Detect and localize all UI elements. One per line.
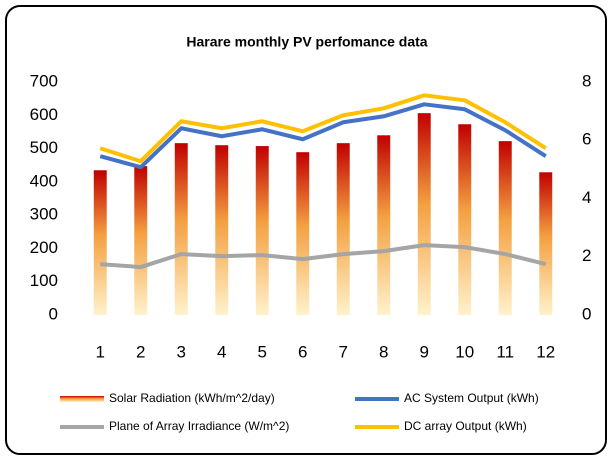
x-tick-label: 7 [339, 342, 348, 361]
y-tick-label: 700 [30, 71, 58, 90]
y-tick-label: 500 [30, 138, 58, 157]
x-tick-label: 6 [298, 342, 307, 361]
bar [134, 166, 148, 315]
bar [377, 135, 391, 315]
y-tick-label: 400 [30, 171, 58, 190]
bar [255, 146, 269, 315]
y2-tick-label: 6 [582, 130, 591, 149]
x-tick-label: 2 [136, 342, 145, 361]
x-tick-label: 4 [217, 342, 226, 361]
chart-title: Harare monthly PV perfomance data [186, 34, 427, 50]
y-tick-label: 100 [30, 271, 58, 290]
y2-tick-label: 0 [582, 304, 591, 323]
legend-label: DC array Output (kWh) [404, 419, 527, 433]
bar [296, 152, 310, 315]
y-tick-label: 200 [30, 238, 58, 257]
legend-label: AC System Output (kWh) [404, 391, 539, 405]
x-tick-label: 3 [177, 342, 186, 361]
bar [539, 172, 553, 315]
y-tick-label: 300 [30, 205, 58, 224]
y2-tick-label: 4 [582, 188, 591, 207]
x-tick-label: 1 [96, 342, 105, 361]
legend-label: Plane of Array Irradiance (W/m^2) [109, 419, 289, 433]
x-tick-label: 12 [536, 342, 555, 361]
x-tick-label: 10 [455, 342, 474, 361]
bar [458, 124, 472, 315]
line-series [100, 243, 547, 270]
bar [498, 141, 512, 315]
y-tick-label: 0 [49, 304, 58, 323]
bar [93, 170, 107, 315]
y-tick-label: 600 [30, 105, 58, 124]
y2-tick-label: 2 [582, 246, 591, 265]
bar [417, 113, 431, 315]
bar [174, 143, 188, 315]
x-tick-label: 8 [379, 342, 388, 361]
x-tick-label: 5 [258, 342, 267, 361]
y2-tick-label: 8 [582, 71, 591, 90]
x-tick-label: 11 [496, 342, 514, 361]
bar [215, 145, 229, 315]
line-series [99, 102, 547, 170]
line-series [99, 93, 547, 164]
legend-label: Solar Radiation (kWh/m^2/day) [109, 391, 275, 405]
legend-swatch [60, 396, 104, 402]
x-tick-label: 9 [420, 342, 429, 361]
bar [336, 143, 350, 315]
